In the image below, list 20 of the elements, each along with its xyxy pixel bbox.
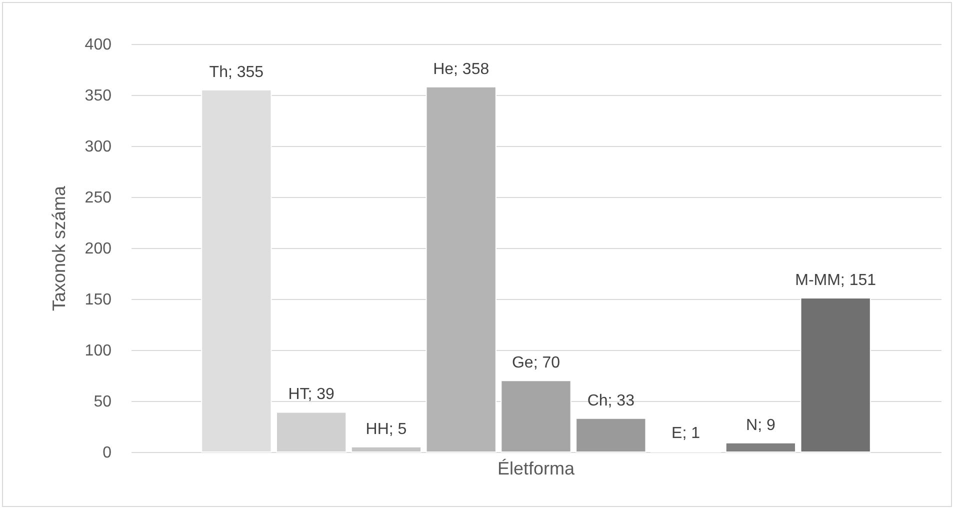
data-label: E; 1 xyxy=(672,424,700,442)
data-label: HT; 39 xyxy=(288,386,335,404)
data-label: He; 358 xyxy=(433,60,490,78)
y-tick-label: 150 xyxy=(84,292,112,308)
y-tick-label: 50 xyxy=(94,394,112,410)
y-tick-label: 400 xyxy=(84,36,112,54)
data-label: Ch; 33 xyxy=(587,392,635,410)
data-label: Ge; 70 xyxy=(512,354,560,372)
data-label: HH; 5 xyxy=(366,420,407,438)
y-tick-label: 0 xyxy=(102,444,112,462)
y-tick-label: 300 xyxy=(84,138,112,156)
y-tick-label: 350 xyxy=(84,88,112,104)
y-tick-label: 250 xyxy=(84,190,112,206)
x-tick-label: Életforma xyxy=(497,458,576,478)
data-label: N; 9 xyxy=(746,416,776,434)
y-axis-title: Taxonok száma xyxy=(48,184,69,312)
y-tick-label: 200 xyxy=(84,240,112,258)
data-label: M-MM; 151 xyxy=(795,272,876,289)
y-tick-label: 100 xyxy=(84,342,112,360)
data-label: Th; 355 xyxy=(209,64,264,81)
